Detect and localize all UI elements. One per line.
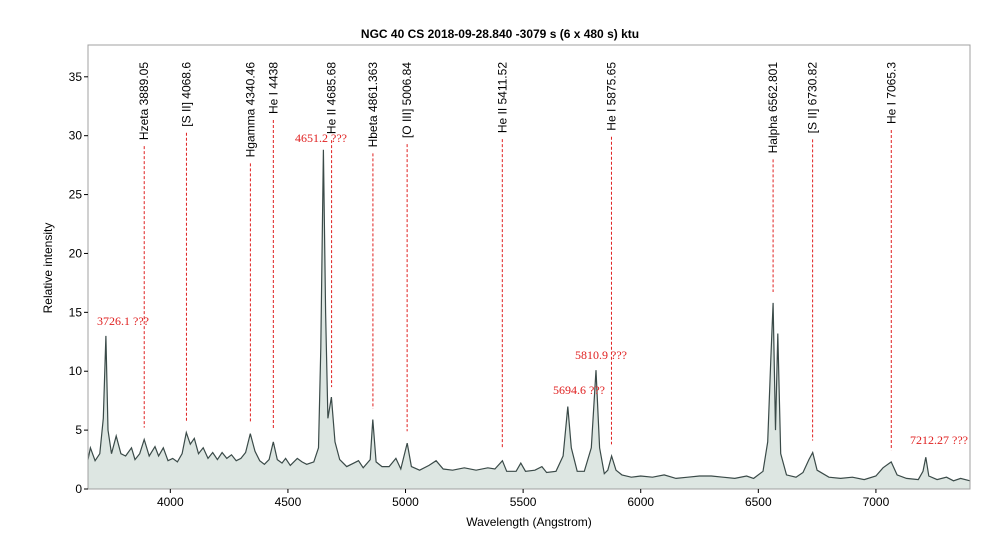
x-tick-label: 4500: [275, 495, 302, 509]
y-tick-label: 15: [69, 305, 83, 319]
line-id-label: He II 4685.68: [325, 62, 339, 134]
line-id-label: [S II] 4068.6: [179, 62, 193, 127]
plot-area: [87, 149, 971, 490]
y-tick-label: 10: [69, 364, 83, 378]
y-tick-label: 35: [69, 70, 83, 84]
x-tick-label: 5000: [392, 495, 419, 509]
x-tick-label: 7000: [863, 495, 890, 509]
line-id-label: Hzeta 3889.05: [137, 62, 151, 140]
annotation: 4651.2 ???: [295, 131, 347, 145]
line-id-label: Hbeta 4861.363: [366, 62, 380, 148]
line-id-label: He II 5411.52: [495, 62, 509, 133]
annotation: 3726.1 ???: [97, 314, 149, 328]
y-tick-label: 25: [69, 188, 83, 202]
chart-title: NGC 40 CS 2018-09-28.840 -3079 s (6 x 48…: [361, 27, 639, 41]
annotation: 7212.27 ???: [910, 433, 968, 447]
y-tick-label: 5: [75, 423, 82, 437]
y-tick-label: 30: [69, 129, 83, 143]
annotation: 5810.9 ???: [575, 348, 627, 362]
y-tick-label: 0: [75, 482, 82, 496]
spectrum-line: [87, 149, 971, 482]
plot-frame: [87, 44, 971, 490]
x-tick-label: 6500: [745, 495, 772, 509]
annotation: 5694.6 ???: [553, 383, 605, 397]
line-id-label: [O III] 5006.84: [400, 62, 414, 138]
y-axis-label: Relative intensity: [41, 223, 55, 314]
x-tick-label: 5500: [510, 495, 537, 509]
x-tick-label: 6000: [627, 495, 654, 509]
line-id-label: Halpha 6562.801: [766, 62, 780, 154]
y-tick-label: 20: [69, 246, 83, 260]
x-axis-label: Wavelength (Angstrom): [466, 515, 592, 529]
line-id-label: [S II] 6730.82: [806, 62, 820, 134]
line-id-label: Hgamma 4340.46: [243, 62, 257, 158]
line-id-label: He I 7065.3: [884, 62, 898, 124]
x-tick-label: 4000: [157, 495, 184, 509]
line-id-label: He I 5875.65: [604, 62, 618, 131]
line-id-label: He I 4438: [266, 62, 280, 114]
